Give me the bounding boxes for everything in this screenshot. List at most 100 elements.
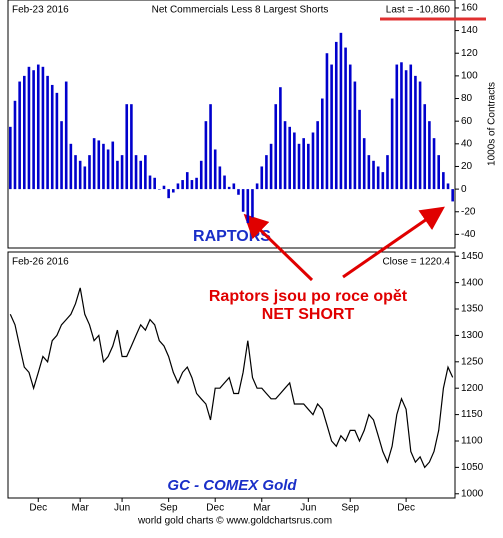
bar bbox=[381, 172, 385, 190]
x-tick-label: Dec bbox=[29, 503, 47, 514]
bar bbox=[330, 64, 333, 190]
bar bbox=[260, 166, 264, 190]
bar bbox=[283, 121, 287, 190]
gold-label: GC - COMEX Gold bbox=[167, 477, 297, 494]
bar bbox=[106, 149, 110, 190]
bar bbox=[185, 172, 189, 190]
bar bbox=[199, 160, 203, 190]
bar bbox=[176, 183, 180, 190]
y-tick-label: 60 bbox=[461, 116, 473, 127]
arrow bbox=[243, 213, 314, 282]
bar bbox=[69, 143, 73, 190]
y-tick-label: 1150 bbox=[461, 409, 483, 420]
x-tick-label: Dec bbox=[397, 503, 415, 514]
bar bbox=[204, 121, 208, 190]
bar bbox=[297, 143, 301, 190]
bar bbox=[22, 75, 26, 190]
bar bbox=[190, 180, 194, 190]
bar bbox=[251, 189, 254, 218]
bar bbox=[386, 155, 389, 190]
bar bbox=[348, 64, 352, 190]
bar bbox=[134, 155, 138, 190]
bar bbox=[423, 104, 427, 190]
bar bbox=[409, 64, 413, 190]
bar bbox=[125, 104, 129, 190]
y-tick-label: 40 bbox=[461, 138, 473, 149]
y-tick-label: 0 bbox=[461, 184, 467, 195]
y-tick-label: 80 bbox=[461, 93, 473, 104]
note-line: Raptors jsou po roce opět bbox=[209, 288, 408, 305]
bar bbox=[395, 64, 399, 190]
bar bbox=[111, 141, 115, 190]
bar bbox=[432, 138, 436, 190]
bar bbox=[358, 109, 361, 190]
bar bbox=[171, 189, 175, 193]
x-tick-label: Jun bbox=[300, 503, 316, 514]
top-title: Net Commercials Less 8 Largest Shorts bbox=[152, 5, 329, 16]
bottom-frame bbox=[7, 251, 456, 499]
bar bbox=[265, 155, 268, 190]
y-tick-label: -20 bbox=[461, 206, 476, 217]
top-last: Last = -10,860 bbox=[386, 5, 451, 16]
bar bbox=[428, 121, 431, 190]
y-tick-label: 1350 bbox=[461, 304, 484, 315]
bar bbox=[307, 143, 310, 190]
y-tick-label: -40 bbox=[461, 229, 476, 240]
bar bbox=[362, 138, 366, 190]
bar bbox=[344, 47, 347, 190]
x-tick-label: Sep bbox=[160, 503, 178, 514]
price-line bbox=[9, 287, 454, 469]
bar bbox=[36, 64, 40, 190]
bar bbox=[418, 81, 422, 190]
bar bbox=[46, 75, 49, 190]
y-tick-label: 160 bbox=[461, 3, 478, 14]
bar bbox=[293, 132, 296, 190]
bar bbox=[209, 104, 212, 190]
bar bbox=[13, 100, 17, 190]
y-tick-label: 1450 bbox=[461, 251, 484, 262]
y-tick-label: 1200 bbox=[461, 383, 484, 394]
bar bbox=[414, 75, 417, 190]
bar bbox=[246, 189, 250, 224]
bar bbox=[451, 189, 454, 202]
note-line: NET SHORT bbox=[262, 306, 355, 323]
bar bbox=[372, 160, 375, 190]
bar bbox=[60, 121, 63, 190]
bar bbox=[218, 166, 222, 190]
x-tick-label: Jun bbox=[114, 503, 130, 514]
y-tick-label: 1400 bbox=[461, 277, 484, 288]
bar bbox=[400, 62, 403, 190]
bar bbox=[339, 32, 343, 190]
bar bbox=[376, 166, 380, 190]
bar bbox=[153, 177, 156, 190]
bar bbox=[437, 155, 441, 190]
bottom-last: Close = 1220.4 bbox=[382, 257, 450, 268]
bar bbox=[302, 138, 305, 190]
bar bbox=[88, 155, 91, 190]
bar bbox=[116, 160, 119, 190]
bar bbox=[320, 98, 324, 190]
bar bbox=[316, 121, 319, 190]
y-tick-label: 1100 bbox=[461, 436, 483, 447]
bar bbox=[311, 132, 315, 190]
bar bbox=[241, 189, 245, 212]
y-tick-label: 140 bbox=[461, 25, 478, 36]
bar bbox=[288, 126, 292, 190]
bar bbox=[32, 70, 35, 190]
bar bbox=[232, 183, 236, 190]
bar bbox=[237, 189, 240, 195]
bar bbox=[144, 155, 147, 190]
bar bbox=[390, 98, 394, 190]
bar bbox=[181, 180, 184, 190]
bar bbox=[9, 126, 12, 190]
bar bbox=[158, 189, 161, 190]
bar bbox=[97, 140, 101, 190]
bar bbox=[83, 166, 87, 190]
bar bbox=[353, 81, 357, 190]
bar bbox=[325, 53, 329, 190]
x-tick-label: Mar bbox=[253, 503, 271, 514]
top-date: Feb-23 2016 bbox=[12, 5, 69, 16]
bar bbox=[404, 70, 408, 190]
bar bbox=[92, 138, 96, 190]
